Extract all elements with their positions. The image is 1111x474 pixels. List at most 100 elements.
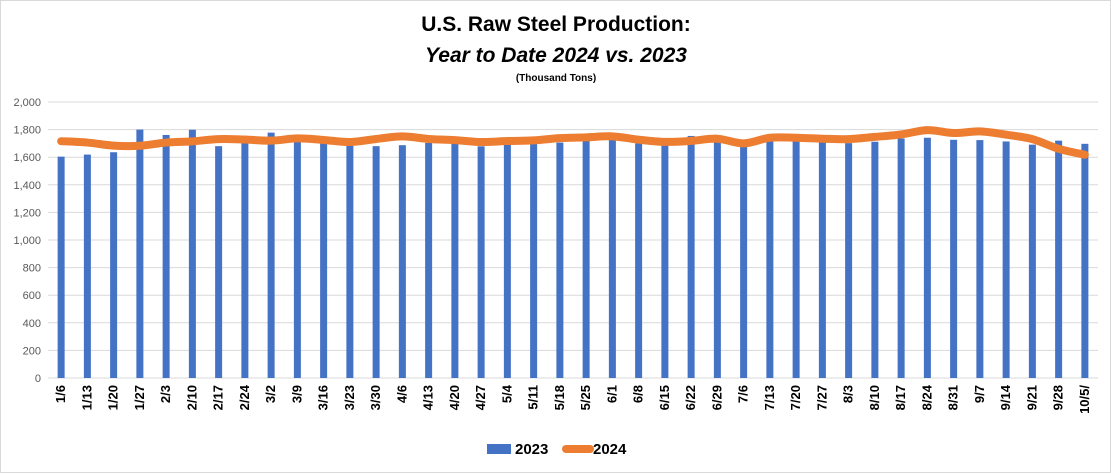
bar-2023 [740,146,748,378]
x-tick-label: 2/3 [158,385,173,403]
bar-2023 [923,137,931,378]
series-2024-line [57,126,1089,159]
bar-2023 [293,139,301,378]
x-tick-label: 9/28 [1051,385,1066,410]
bar-2023 [530,143,538,378]
bar-2023 [162,134,170,378]
chart-subtitle: Year to Date 2024 vs. 2023 [425,44,687,67]
bar-2023 [845,143,853,378]
bar-2023 [1028,144,1036,378]
x-tick-label: 8/24 [919,384,934,410]
bar-2023 [556,142,564,378]
bar-2023 [425,142,433,378]
x-tick-label: 4/20 [447,385,462,410]
x-tick-label: 9/7 [972,385,987,403]
bar-2023 [713,138,721,378]
x-tick-label: 2/24 [237,384,252,410]
x-tick-label: 2/10 [184,385,199,410]
x-tick-label: 5/25 [578,385,593,410]
bar-2023 [320,142,328,378]
x-tick-label: 8/10 [867,385,882,410]
x-tick-label: 6/1 [604,385,619,403]
bar-2023 [687,135,695,378]
bar-2023 [136,129,144,378]
y-tick-label: 200 [23,345,41,357]
x-tick-label: 3/2 [263,385,278,403]
bar-2023 [976,140,984,378]
series-2023-bars [57,129,1089,378]
x-tick-label: 1/13 [79,385,94,410]
x-tick-label: 7/6 [736,385,751,403]
bar-2023 [83,154,91,378]
y-tick-label: 0 [35,373,41,385]
bar-2023 [818,140,826,378]
bar-2023 [398,145,406,378]
bar-2023 [661,143,669,378]
bar-2023 [372,146,380,378]
x-tick-label: 1/20 [106,385,121,410]
bar-2023 [635,143,643,378]
x-tick-label: 6/29 [709,385,724,410]
legend-label-2023: 2023 [515,441,548,458]
bar-2023 [950,139,958,378]
x-tick-label: 5/18 [552,385,567,410]
x-tick-label: 3/30 [368,385,383,410]
bar-2023 [451,143,459,378]
bar-2023 [897,138,905,378]
bar-2023 [188,129,196,378]
legend: 2023 2024 [487,441,627,458]
x-tick-label: 8/17 [893,385,908,410]
x-tick-label: 7/13 [762,385,777,410]
chart-title: U.S. Raw Steel Production: [421,13,691,36]
bar-2023 [215,146,223,378]
bar-2023 [477,146,485,378]
x-tick-label: 8/3 [841,385,856,403]
x-tick-label: 9/14 [998,384,1013,410]
bar-2023 [1055,140,1063,378]
legend-label-2024: 2024 [593,441,627,458]
y-tick-label: 2,000 [13,97,41,109]
y-axis-tick-labels: 0 200 400 600 800 1,000 1,200 1,400 1,600 1,800 2,… [13,97,41,385]
bar-2023 [608,138,616,378]
x-tick-label: 6/15 [657,385,672,410]
x-tick-label: 5/4 [499,384,514,403]
y-tick-label: 800 [23,263,41,275]
y-tick-label: 400 [23,318,41,330]
y-tick-label: 1,800 [13,125,41,137]
bar-2023 [346,142,354,378]
bar-2023 [766,140,774,378]
x-tick-label: 6/8 [631,385,646,403]
bar-2023 [57,156,65,378]
bar-2023 [110,152,118,378]
chart-units-note: (Thousand Tons) [516,73,596,84]
bar-2023 [503,144,511,378]
x-tick-label: 8/31 [946,385,961,410]
x-axis-tick-labels: 1/6 1/13 1/20 1/27 2/3 2/10 2/17 2/24 3/2 3/9 3/16… [53,384,1092,414]
x-tick-label: 7/20 [788,385,803,410]
x-tick-label: 1/27 [132,385,147,410]
x-tick-label: 4/27 [473,385,488,410]
y-tick-label: 600 [23,290,41,302]
bar-2023 [241,140,249,378]
y-tick-label: 1,200 [13,207,41,219]
legend-swatch-2023 [487,444,511,454]
y-tick-label: 1,600 [13,152,41,164]
x-tick-label: 6/22 [683,385,698,410]
x-tick-label: 2/17 [211,385,226,410]
bar-2023 [582,138,590,378]
x-tick-label: 1/6 [53,385,68,403]
series-2024-line-group [57,126,1089,159]
x-tick-label: 3/16 [316,385,331,410]
x-tick-label: 7/27 [814,385,829,410]
x-tick-label: 3/9 [289,385,304,403]
bar-2023 [267,132,275,378]
x-tick-label: 10/5/ [1077,385,1092,414]
x-tick-label: 9/21 [1024,385,1039,410]
y-tick-label: 1,000 [13,235,41,247]
x-tick-label: 3/23 [342,385,357,410]
bar-2023 [871,141,879,378]
y-tick-label: 1,400 [13,180,41,192]
bar-2023 [792,138,800,378]
